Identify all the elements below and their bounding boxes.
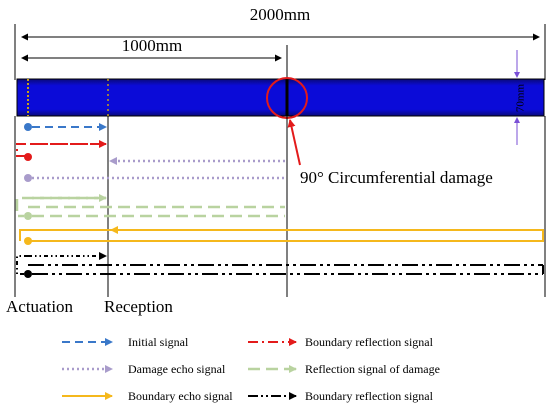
legend-item-boundary-reflection-black: Boundary reflection signal: [248, 389, 434, 403]
path-boundary-reflection-red: [16, 140, 107, 161]
damage-label: 90° Circumferential damage: [300, 168, 493, 187]
legend-label: Reflection signal of damage: [305, 362, 440, 376]
path-boundary-reflection-black: [16, 252, 544, 278]
total-length-label: 2000mm: [250, 5, 310, 24]
path-reflection-of-damage: [15, 194, 285, 220]
path-initial-signal: [24, 123, 107, 131]
reception-label: Reception: [104, 297, 173, 316]
path-damage-echo: [24, 157, 285, 182]
dimension-70mm: 70mm: [514, 50, 527, 145]
legend-item-damage-echo: Damage echo signal: [62, 362, 226, 376]
legend: Initial signal Damage echo signal Bounda…: [62, 335, 440, 403]
damage-pointer-arrow: [287, 119, 301, 166]
pipe: [16, 78, 545, 117]
legend-label: Damage echo signal: [128, 362, 226, 376]
legend-label: Boundary reflection signal: [305, 335, 434, 349]
sensor-span-label: 1000mm: [122, 36, 182, 55]
legend-label: Initial signal: [128, 335, 189, 349]
legend-item-boundary-reflection-red: Boundary reflection signal: [248, 335, 434, 349]
legend-item-boundary-echo: Boundary echo signal: [62, 389, 233, 403]
legend-item-initial-signal: Initial signal: [62, 335, 189, 349]
dimension-2000mm: 2000mm: [14, 5, 546, 80]
path-boundary-echo: [19, 226, 544, 245]
legend-label: Boundary reflection signal: [305, 389, 434, 403]
actuation-label: Actuation: [6, 297, 74, 316]
legend-item-reflection-of-damage: Reflection signal of damage: [248, 362, 440, 376]
pipe-height-label: 70mm: [515, 84, 527, 113]
legend-label: Boundary echo signal: [128, 389, 233, 403]
dimension-1000mm: 1000mm: [14, 36, 288, 80]
